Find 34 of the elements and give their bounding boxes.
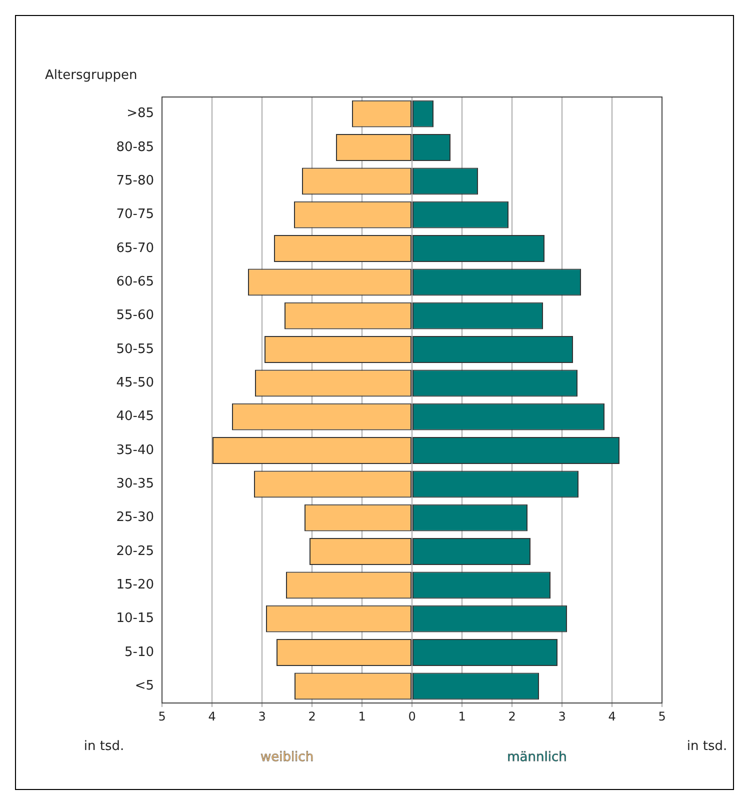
text: in tsd. — [84, 739, 124, 754]
y-tick-label: >85 — [126, 106, 154, 122]
x-axis-title: in tsd. — [686, 739, 728, 754]
x-tick-label: 5 — [158, 709, 166, 724]
y-tick-label: 15-20 — [116, 578, 154, 593]
y-tick-label: 25-30 — [116, 510, 154, 526]
x-tick-label: 4 — [608, 709, 616, 724]
x-tick-label: 3 — [258, 709, 266, 724]
y-tick-label: 45-50 — [116, 376, 154, 391]
y-tick-label: 5-10 — [124, 644, 154, 660]
y-tick-label: 55-60 — [116, 308, 154, 324]
x-tick-label: 0 — [408, 709, 416, 724]
y-tick-label: 65-70 — [116, 240, 154, 256]
x-tick-label: 1 — [458, 709, 466, 724]
y-tick-label: 40-45 — [116, 409, 154, 424]
y-tick-label: 60-65 — [116, 274, 154, 290]
x-tick-label: 3 — [558, 709, 566, 724]
x-tick-label: 4 — [208, 709, 216, 724]
y-tick-label: 50-55 — [116, 342, 154, 357]
x-tick-label: 2 — [308, 709, 316, 724]
x-tick-label: 2 — [508, 709, 516, 724]
y-axis-title: Altersgruppen — [45, 68, 138, 83]
y-tick-label: 10-15 — [116, 611, 154, 626]
y-tick-label: 20-25 — [116, 544, 154, 559]
x-tick-label: 5 — [658, 709, 666, 724]
y-tick-label: 30-35 — [116, 476, 154, 492]
y-tick-label: <5 — [134, 678, 154, 694]
y-tick-label: 70-75 — [116, 207, 154, 222]
text: weiblich — [260, 750, 314, 765]
text: männlich — [507, 750, 567, 765]
x-tick-label: 1 — [358, 709, 366, 724]
y-tick-label: 75-80 — [116, 174, 154, 189]
y-tick-label: 80-85 — [116, 140, 154, 155]
y-tick-label: 35-40 — [116, 442, 154, 458]
